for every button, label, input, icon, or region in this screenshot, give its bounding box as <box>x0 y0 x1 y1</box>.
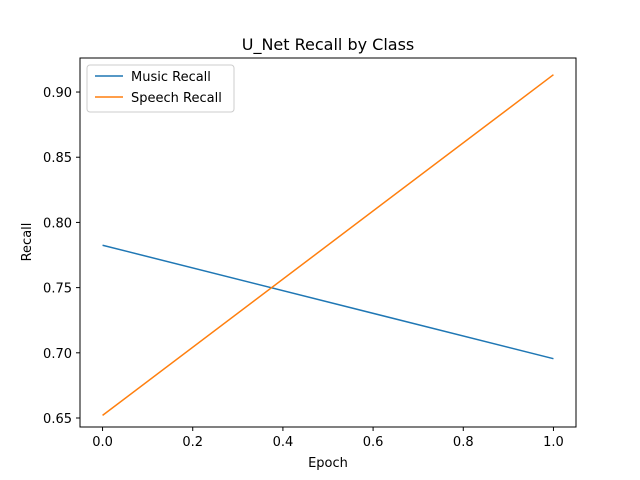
series-line-speech-recall <box>102 74 554 416</box>
legend: Music Recall Speech Recall <box>86 64 235 113</box>
x-axis-title: Epoch <box>308 456 348 471</box>
y-axis-title: Recall <box>20 223 35 262</box>
x-tick-label: 0.4 <box>273 435 294 450</box>
y-axis-ticks: 0.65 0.70 0.75 0.80 0.85 0.90 <box>43 86 80 427</box>
legend-box <box>86 64 235 113</box>
y-tick-label: 0.70 <box>43 347 72 362</box>
x-tick-label: 1.0 <box>543 435 564 450</box>
plot-frame <box>79 57 577 428</box>
y-tick-label: 0.90 <box>43 86 72 101</box>
chart-title: U_Net Recall by Class <box>242 35 415 55</box>
y-tick-label: 0.75 <box>43 282 72 297</box>
plot-lines <box>102 74 554 416</box>
y-tick-label: 0.65 <box>43 412 72 427</box>
x-axis-ticks: 0.0 0.2 0.4 0.6 0.8 1.0 <box>92 427 564 450</box>
series-line-music-recall <box>102 244 554 360</box>
x-tick-label: 0.0 <box>92 435 113 450</box>
x-tick-label: 0.6 <box>363 435 384 450</box>
x-tick-label: 0.2 <box>182 435 203 450</box>
legend-label-speech-recall: Speech Recall <box>131 91 222 106</box>
y-tick-label: 0.80 <box>43 216 72 231</box>
x-tick-label: 0.8 <box>453 435 474 450</box>
y-tick-label: 0.85 <box>43 151 72 166</box>
legend-label-music-recall: Music Recall <box>131 70 211 85</box>
